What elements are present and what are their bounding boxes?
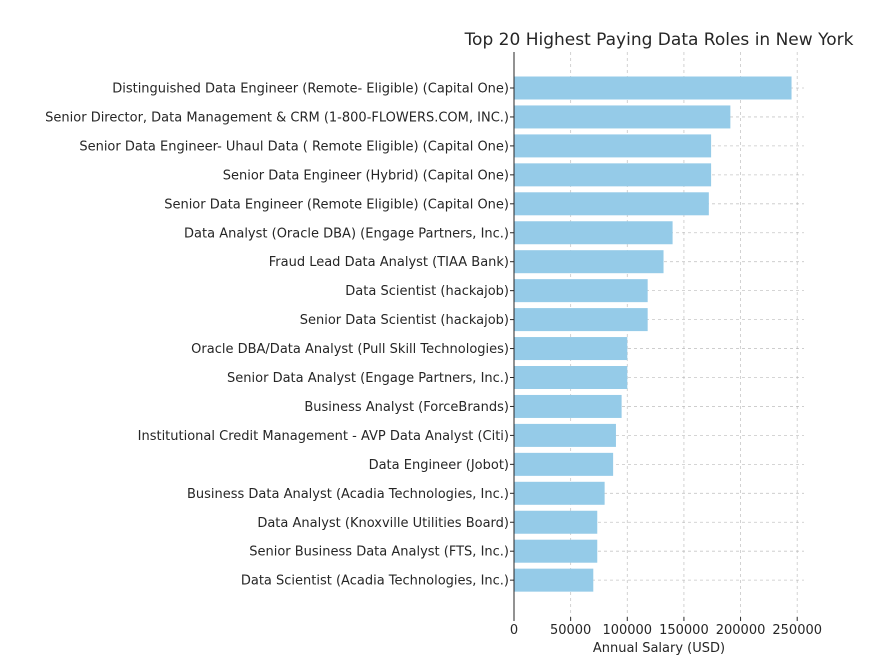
category-label: Senior Data Analyst (Engage Partners, In… [227,371,509,386]
bar [514,394,622,418]
category-label: Data Scientist (Acadia Technologies, Inc… [241,574,509,589]
category-label: Business Data Analyst (Acadia Technologi… [187,487,509,502]
bar [514,105,731,129]
category-label: Senior Director, Data Management & CRM (… [45,110,509,125]
bar [514,250,664,274]
x-tick-label: 0 [510,623,518,638]
category-label: Institutional Credit Management - AVP Da… [138,429,509,444]
category-label: Data Analyst (Oracle DBA) (Engage Partne… [184,226,509,241]
bar [514,510,598,534]
category-label: Senior Data Scientist (hackajob) [300,313,509,328]
bar [514,366,628,389]
category-label: Fraud Lead Data Analyst (TIAA Bank) [269,255,509,270]
category-label: Data Engineer (Jobot) [369,458,509,473]
category-label: Senior Data Engineer (Hybrid) (Capital O… [223,168,509,183]
bar [514,539,598,563]
x-tick-label: 50000 [550,623,591,638]
category-label: Data Analyst (Knoxville Utilities Board) [257,516,509,531]
bar [514,163,712,187]
bar [514,452,614,476]
category-label: Senior Data Engineer- Uhaul Data ( Remot… [79,139,509,154]
chart-title: Top 20 Highest Paying Data Roles in New … [464,30,854,50]
bar [514,423,616,447]
category-labels: Distinguished Data Engineer (Remote- Eli… [45,82,509,589]
category-label: Oracle DBA/Data Analyst (Pull Skill Tech… [191,342,509,357]
bar [514,568,594,592]
bar [514,279,648,303]
bar [514,76,792,100]
x-tick-label: 100000 [602,623,652,638]
category-label: Senior Business Data Analyst (FTS, Inc.) [249,545,509,560]
x-tick-label: 150000 [659,623,709,638]
category-label: Senior Data Engineer (Remote Eligible) (… [164,197,509,212]
bar [514,192,709,216]
bar [514,308,648,332]
category-label: Business Analyst (ForceBrands) [304,400,509,415]
x-tick-label: 250000 [772,623,822,638]
category-label: Data Scientist (hackajob) [345,284,509,299]
bar [514,337,628,361]
x-axis-ticks: 0 50000 100000 150000 200000 250000 [510,87,822,638]
x-axis-title: Annual Salary (USD) [593,641,725,656]
category-label: Distinguished Data Engineer (Remote- Eli… [112,82,509,97]
x-tick-label: 200000 [716,623,766,638]
bars [514,76,792,592]
bar [514,221,673,245]
bar [514,481,605,505]
bar [514,134,712,158]
